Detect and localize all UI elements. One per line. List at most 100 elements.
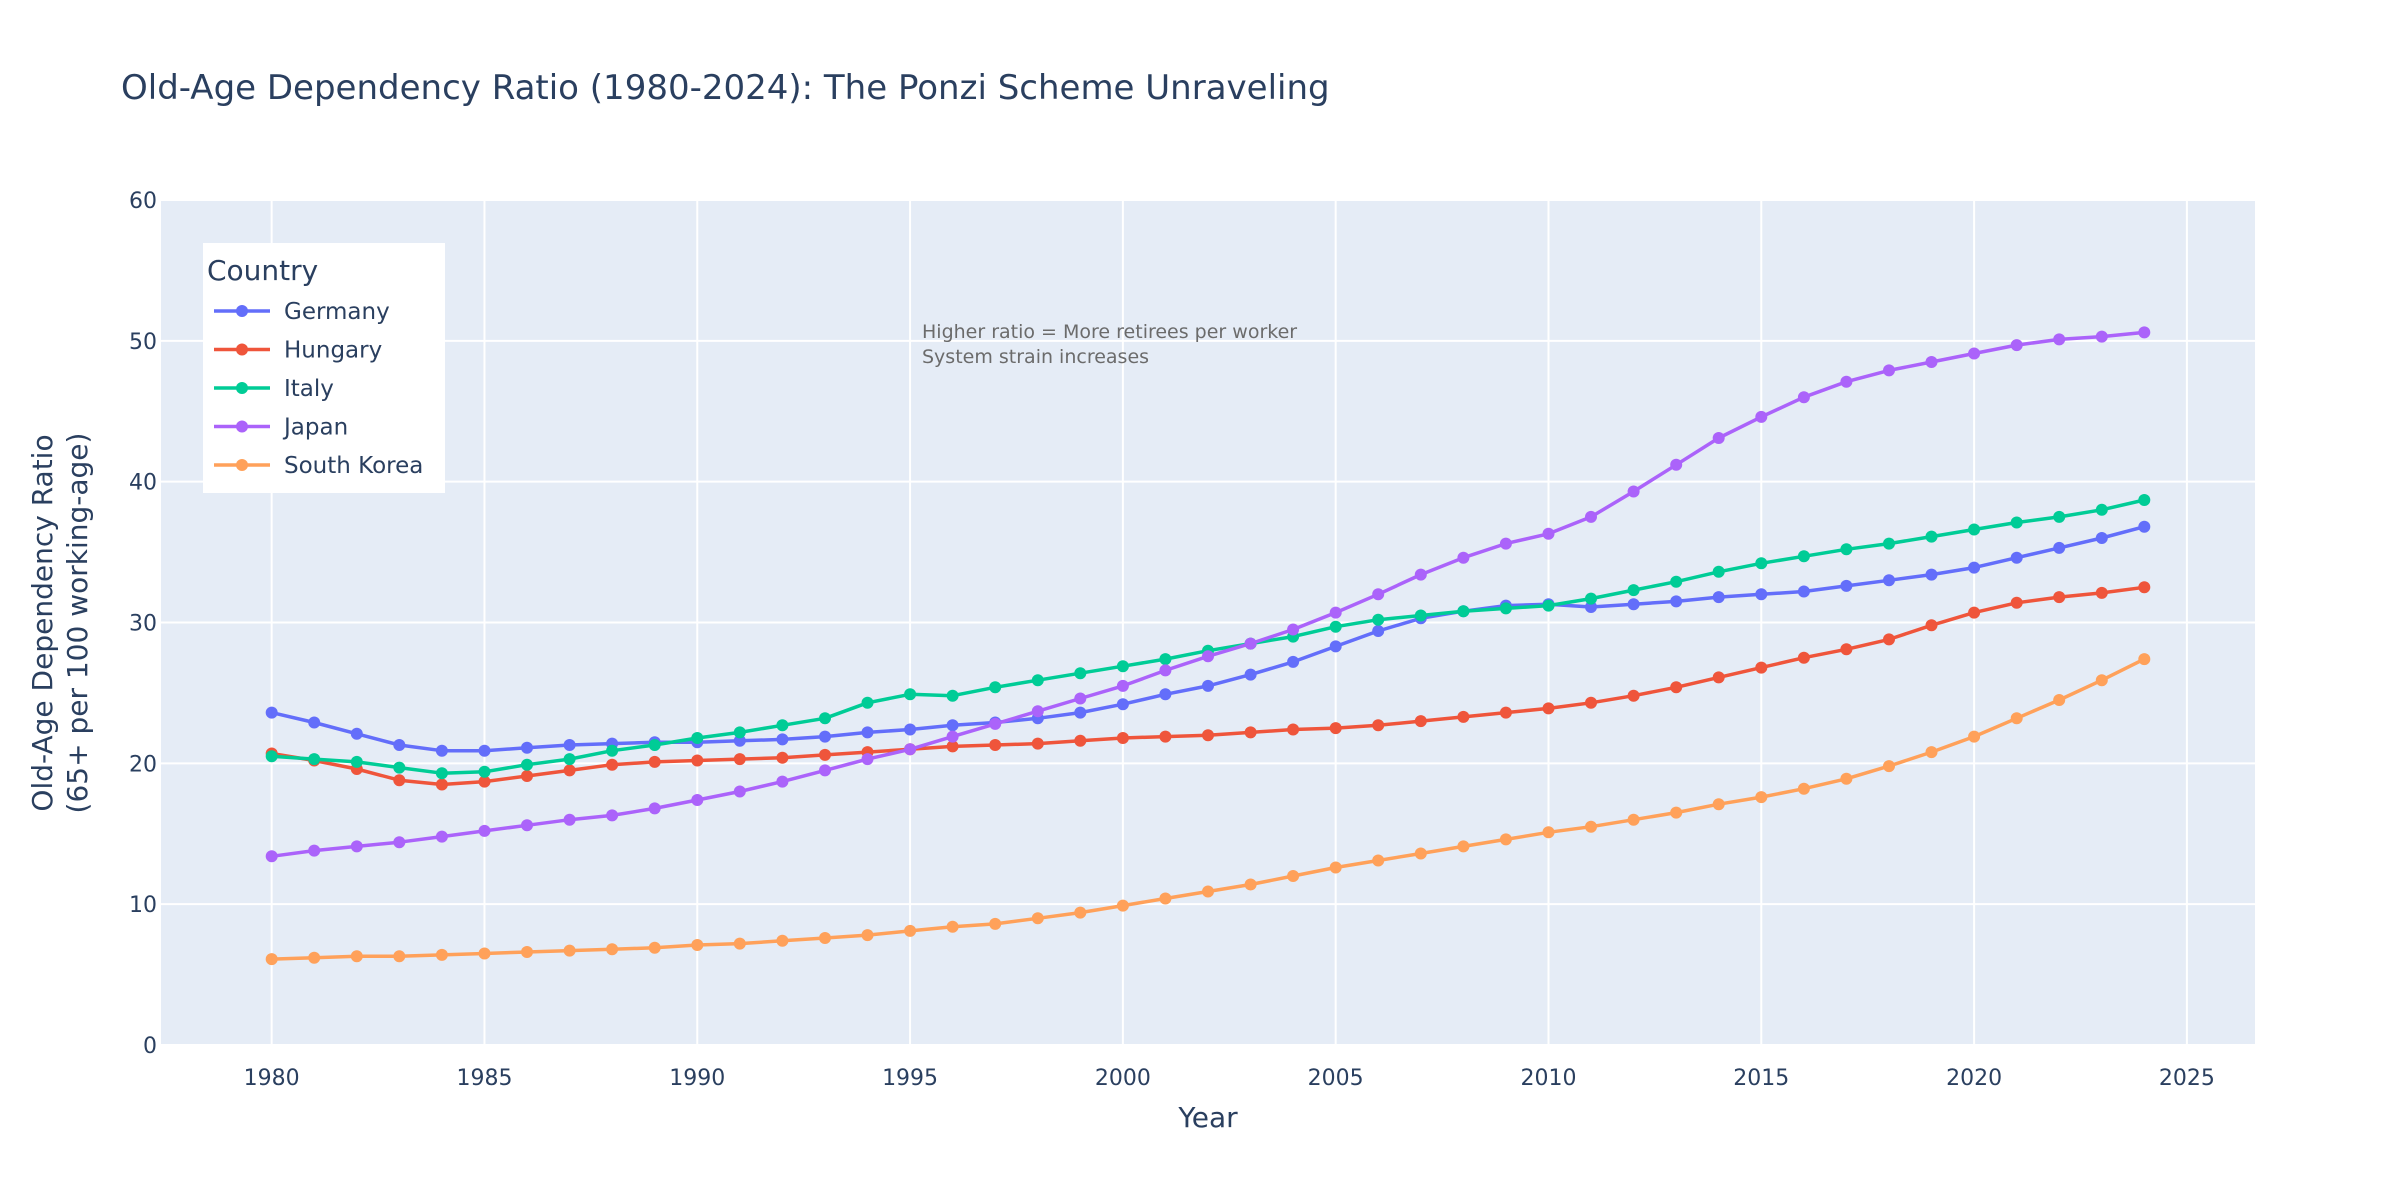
data-point-italy-1995 bbox=[904, 688, 917, 701]
data-point-italy-1993 bbox=[819, 712, 831, 725]
data-point-italy-2009 bbox=[1499, 602, 1512, 615]
data-point-japan-1997 bbox=[989, 717, 1002, 730]
data-point-hungary-2020 bbox=[1968, 606, 1981, 619]
data-point-germany-1994 bbox=[861, 726, 874, 739]
data-point-germany-2019 bbox=[1925, 568, 1938, 581]
data-point-japan-1981 bbox=[308, 844, 321, 857]
data-point-italy-2018 bbox=[1883, 537, 1895, 550]
data-point-germany-2012 bbox=[1627, 598, 1640, 611]
data-point-japan-2009 bbox=[1499, 537, 1512, 550]
data-point-japan-2000 bbox=[1116, 679, 1129, 692]
data-point-japan-1984 bbox=[435, 830, 448, 843]
data-point-hungary-1985 bbox=[478, 775, 491, 788]
data-point-south-korea-2021 bbox=[2010, 712, 2023, 725]
data-point-germany-1993 bbox=[819, 730, 831, 743]
data-point-hungary-1999 bbox=[1074, 734, 1087, 747]
data-point-germany-1992 bbox=[776, 733, 789, 746]
data-point-germany-1980 bbox=[265, 706, 278, 719]
data-point-south-korea-2017 bbox=[1840, 772, 1853, 785]
data-point-japan-1983 bbox=[393, 836, 406, 849]
data-point-germany-2002 bbox=[1202, 679, 1214, 692]
data-point-japan-2018 bbox=[1883, 364, 1895, 377]
data-point-japan-1989 bbox=[648, 802, 661, 815]
data-point-hungary-2003 bbox=[1244, 726, 1257, 739]
legend-items: Germany Hungary Italy Japan South Korea bbox=[214, 299, 423, 479]
legend-item-south-korea: South Korea bbox=[214, 453, 423, 479]
data-point-south-korea-1989 bbox=[648, 941, 661, 954]
data-point-south-korea-1999 bbox=[1074, 906, 1087, 919]
x-tick-label-1985: 1985 bbox=[456, 1066, 512, 1091]
data-point-italy-2006 bbox=[1372, 613, 1385, 626]
data-point-japan-2008 bbox=[1457, 551, 1470, 564]
data-point-south-korea-2003 bbox=[1244, 878, 1257, 891]
data-point-japan-2024 bbox=[2138, 326, 2151, 339]
x-tick-label-2005: 2005 bbox=[1308, 1066, 1364, 1091]
data-point-south-korea-2020 bbox=[1968, 730, 1981, 743]
data-point-italy-1991 bbox=[733, 726, 746, 739]
data-point-south-korea-2007 bbox=[1414, 847, 1427, 860]
data-point-south-korea-2016 bbox=[1797, 782, 1810, 795]
data-point-hungary-1992 bbox=[776, 751, 789, 764]
data-point-south-korea-2010 bbox=[1542, 826, 1555, 839]
data-point-germany-2003 bbox=[1244, 668, 1257, 681]
y-axis-title-line-1: Old-Age Dependency Ratio bbox=[26, 434, 59, 811]
data-point-germany-2001 bbox=[1159, 688, 1172, 701]
axis-ticks: 1980 1985 1990 1995 2000 2005 2010 2015 2020 2025… bbox=[129, 189, 2215, 1091]
data-point-hungary-2023 bbox=[2095, 586, 2108, 599]
x-tick-label-1990: 1990 bbox=[669, 1066, 725, 1091]
data-point-italy-1981 bbox=[308, 753, 321, 766]
data-point-hungary-1987 bbox=[563, 764, 576, 777]
data-point-italy-2012 bbox=[1627, 584, 1640, 597]
data-point-germany-2011 bbox=[1585, 601, 1597, 613]
y-tick-label-20: 20 bbox=[129, 752, 157, 777]
legend-marker-italy bbox=[236, 382, 248, 394]
data-point-japan-2023 bbox=[2095, 330, 2108, 343]
x-tick-label-2015: 2015 bbox=[1733, 1066, 1789, 1091]
data-point-italy-1986 bbox=[521, 758, 533, 771]
data-point-hungary-2016 bbox=[1797, 651, 1810, 664]
data-point-germany-2013 bbox=[1670, 595, 1683, 608]
data-point-germany-2006 bbox=[1372, 625, 1385, 637]
data-point-hungary-2008 bbox=[1457, 710, 1470, 723]
data-point-south-korea-1985 bbox=[478, 947, 491, 960]
data-point-south-korea-1990 bbox=[691, 939, 704, 951]
data-point-south-korea-2000 bbox=[1116, 899, 1129, 912]
data-point-hungary-2014 bbox=[1712, 671, 1725, 684]
data-point-south-korea-2015 bbox=[1755, 791, 1768, 804]
legend-label-germany: Germany bbox=[284, 299, 390, 325]
data-point-germany-2014 bbox=[1712, 591, 1725, 604]
data-point-japan-1990 bbox=[691, 794, 704, 806]
data-point-japan-1999 bbox=[1074, 692, 1087, 705]
data-point-south-korea-1987 bbox=[563, 944, 576, 957]
data-point-japan-2007 bbox=[1414, 568, 1427, 581]
y-tick-label-30: 30 bbox=[129, 612, 157, 637]
data-point-japan-2006 bbox=[1372, 588, 1385, 601]
data-point-italy-1980 bbox=[265, 750, 278, 763]
data-point-germany-1995 bbox=[904, 723, 917, 736]
data-point-south-korea-2013 bbox=[1670, 806, 1683, 819]
data-point-germany-1999 bbox=[1074, 706, 1087, 719]
series-japan bbox=[265, 326, 2151, 863]
data-point-japan-2003 bbox=[1244, 637, 1257, 650]
legend-label-japan: Japan bbox=[282, 415, 348, 441]
data-point-hungary-1991 bbox=[733, 753, 746, 766]
data-point-japan-2011 bbox=[1585, 510, 1597, 523]
data-point-hungary-2006 bbox=[1372, 719, 1385, 732]
data-point-hungary-1993 bbox=[819, 748, 831, 761]
data-point-hungary-1988 bbox=[606, 758, 619, 771]
data-point-japan-1993 bbox=[819, 764, 831, 777]
annotation: Higher ratio = More retirees per worker … bbox=[922, 321, 1297, 368]
data-point-south-korea-1991 bbox=[733, 937, 746, 950]
data-point-italy-2011 bbox=[1585, 592, 1597, 605]
y-axis-title: Old-Age Dependency Ratio (65+ per 100 wo… bbox=[26, 433, 94, 814]
data-point-hungary-2021 bbox=[2010, 596, 2023, 609]
data-point-hungary-1998 bbox=[1031, 737, 1044, 750]
data-point-south-korea-2018 bbox=[1883, 760, 1895, 773]
data-point-hungary-2022 bbox=[2053, 591, 2066, 604]
data-point-japan-2013 bbox=[1670, 458, 1683, 471]
legend-item-italy: Italy bbox=[214, 376, 334, 402]
data-point-germany-2016 bbox=[1797, 585, 1810, 598]
data-point-germany-2024 bbox=[2138, 520, 2151, 533]
data-point-hungary-2000 bbox=[1116, 732, 1129, 744]
chart-title: Old-Age Dependency Ratio (1980-2024): Th… bbox=[121, 68, 1330, 108]
